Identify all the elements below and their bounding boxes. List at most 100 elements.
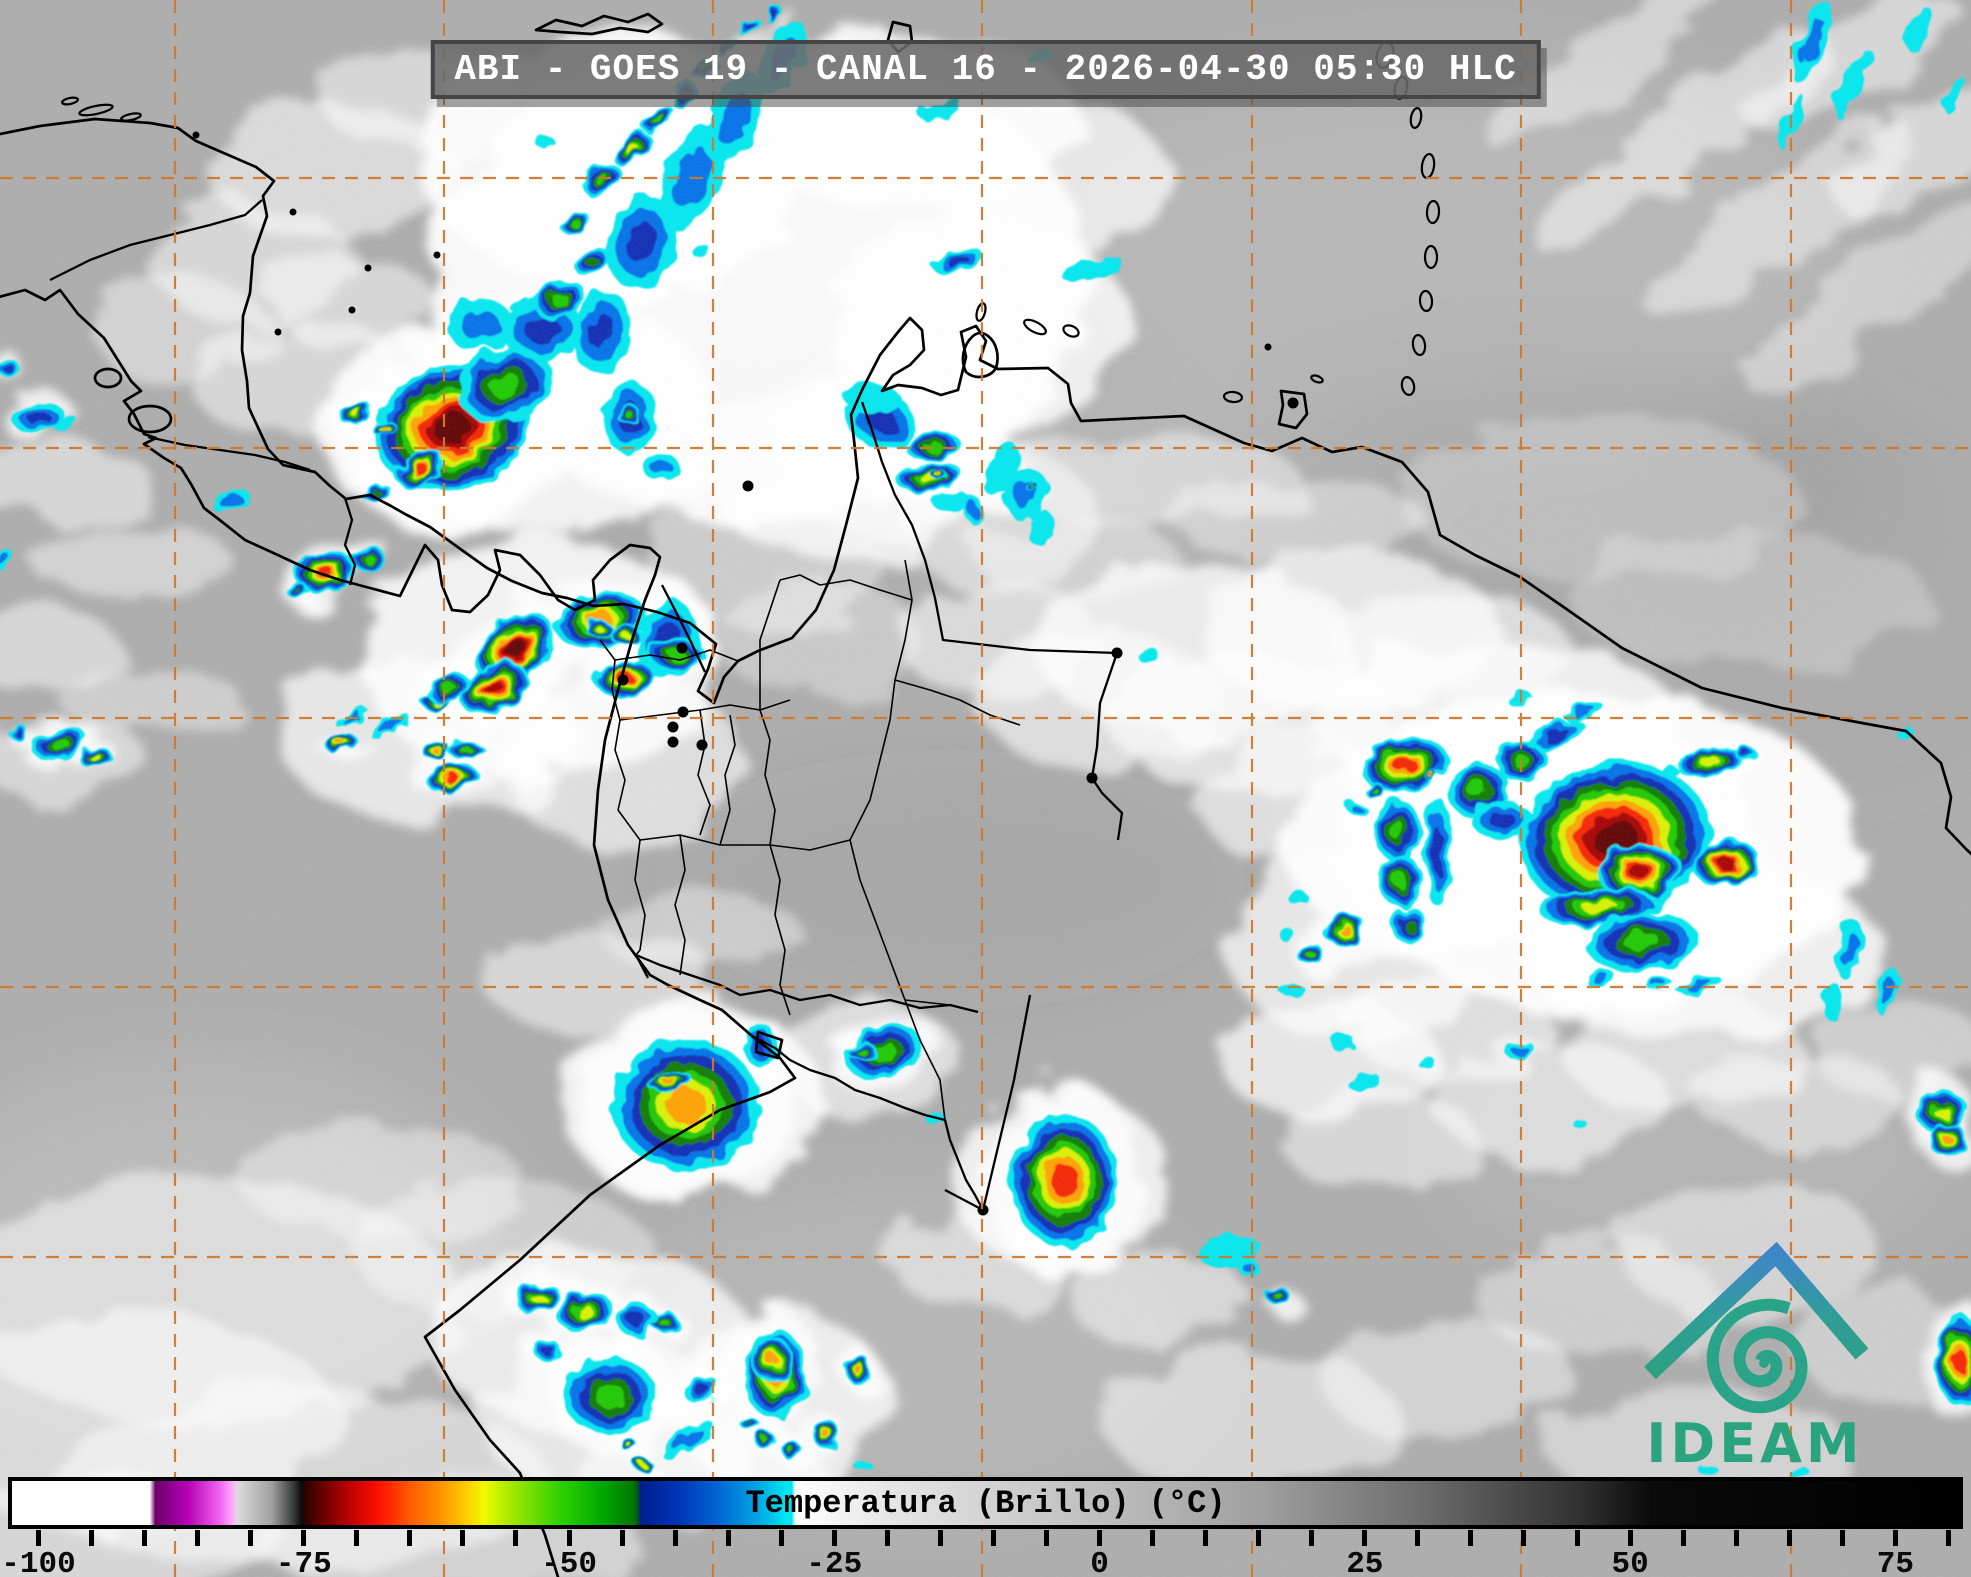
colorbar-tick bbox=[778, 1530, 784, 1546]
spiral-center bbox=[1759, 1358, 1769, 1368]
coastline bbox=[0, 117, 1971, 856]
city-dot bbox=[742, 480, 754, 492]
ideam-logo-text: IDEAM bbox=[1646, 1412, 1863, 1475]
department-border bbox=[674, 834, 686, 976]
country-border-layer bbox=[49, 199, 1124, 1212]
colorbar-title: Temperatura (Brillo) (°C) bbox=[745, 1484, 1226, 1522]
colorbar-tick bbox=[1945, 1530, 1951, 1546]
department-border bbox=[779, 574, 913, 601]
colorbar-tick bbox=[1680, 1530, 1686, 1546]
coastline bbox=[0, 288, 797, 1577]
island-outline bbox=[1310, 374, 1324, 384]
colorbar-tick bbox=[990, 1530, 996, 1546]
department-border bbox=[697, 709, 711, 836]
department-border bbox=[849, 559, 913, 841]
colorbar-tick bbox=[301, 1530, 307, 1546]
small-island-dot bbox=[274, 328, 282, 336]
colorbar-tick-label: 75 bbox=[1876, 1547, 1914, 1577]
city-marker-layer bbox=[617, 397, 1299, 1216]
colorbar-tick bbox=[1203, 1530, 1209, 1546]
colorbar-tick bbox=[1309, 1530, 1315, 1546]
coastline bbox=[1277, 389, 1309, 430]
city-dot bbox=[667, 736, 679, 748]
country-border bbox=[634, 954, 650, 979]
island-outline bbox=[1425, 199, 1441, 225]
department-border bbox=[759, 579, 781, 710]
city-dot bbox=[696, 739, 708, 751]
island-outline bbox=[975, 302, 987, 322]
department-border bbox=[619, 699, 791, 721]
country-border bbox=[944, 1188, 984, 1212]
lake-outline bbox=[93, 367, 123, 389]
coastline bbox=[534, 12, 664, 36]
department-border bbox=[614, 649, 739, 662]
colorbar-tick bbox=[195, 1530, 201, 1546]
ideam-mountain-icon bbox=[1644, 1241, 1869, 1380]
lake-maracaibo-outline bbox=[961, 331, 999, 379]
country-border bbox=[860, 401, 1124, 841]
colorbar-tick bbox=[1892, 1530, 1898, 1546]
colorbar-tick bbox=[831, 1530, 837, 1546]
department-border bbox=[849, 839, 946, 1121]
colorbar-tick bbox=[248, 1530, 254, 1546]
department-border bbox=[719, 714, 736, 846]
department-border bbox=[617, 809, 646, 956]
department-border bbox=[769, 844, 791, 1016]
city-dot bbox=[676, 642, 688, 654]
colorbar-tick bbox=[1786, 1530, 1792, 1546]
island-outline bbox=[1222, 390, 1244, 404]
colorbar-tick bbox=[725, 1530, 731, 1546]
island-outline bbox=[78, 103, 114, 117]
city-dot bbox=[1111, 647, 1123, 659]
colorbar-tick bbox=[1574, 1530, 1580, 1546]
image-title-bar: ABI - GOES 19 - CANAL 16 - 2026-04-30 05… bbox=[430, 40, 1541, 99]
country-border bbox=[49, 199, 263, 282]
coastline-layer bbox=[0, 12, 1971, 1577]
colorbar-tick-label: -100 bbox=[1, 1547, 76, 1577]
lake-outline bbox=[127, 404, 173, 434]
colorbar-tick-label: -25 bbox=[806, 1547, 863, 1577]
colorbar-tick bbox=[1627, 1530, 1633, 1546]
small-island-dot bbox=[364, 264, 372, 272]
island-outline bbox=[1409, 107, 1423, 129]
city-dot bbox=[977, 1204, 989, 1216]
colorbar-tick bbox=[1468, 1530, 1474, 1546]
ideam-hurricane-spiral-icon bbox=[1706, 1298, 1808, 1414]
country-border bbox=[751, 1034, 946, 1122]
colorbar-tick bbox=[1733, 1530, 1739, 1546]
department-border-layer bbox=[599, 559, 1021, 1121]
colorbar-tick bbox=[672, 1530, 678, 1546]
colorbar-tick bbox=[1839, 1530, 1845, 1546]
colorbar-tick bbox=[460, 1530, 466, 1546]
colorbar-tick bbox=[1150, 1530, 1156, 1546]
country-border bbox=[343, 497, 357, 586]
colorbar-tick-label: -75 bbox=[275, 1547, 332, 1577]
island-outline bbox=[1062, 324, 1080, 338]
island-outline bbox=[61, 96, 79, 106]
colorbar-tick-label: -50 bbox=[541, 1547, 597, 1577]
colorbar-tick bbox=[407, 1530, 413, 1546]
island-outline bbox=[1400, 376, 1416, 396]
island-outline bbox=[1023, 318, 1047, 336]
colorbar-tick bbox=[513, 1530, 519, 1546]
image-title-text: ABI - GOES 19 - CANAL 16 - 2026-04-30 05… bbox=[454, 49, 1517, 90]
colorbar-tick bbox=[619, 1530, 625, 1546]
colorbar-tick bbox=[937, 1530, 943, 1546]
colorbar: Temperatura (Brillo) (°C) -100 -75 -50 -25 0… bbox=[0, 1477, 1971, 1577]
colorbar-tick bbox=[354, 1530, 360, 1546]
city-dot bbox=[1287, 397, 1299, 409]
colorbar-tick bbox=[89, 1530, 95, 1546]
colorbar-tick bbox=[142, 1530, 148, 1546]
small-island-dot bbox=[192, 131, 200, 139]
country-border bbox=[943, 1119, 985, 1211]
small-island-dot bbox=[433, 251, 441, 259]
colorbar-tick bbox=[566, 1530, 572, 1546]
city-dot bbox=[617, 674, 629, 686]
colorbar-tick bbox=[1256, 1530, 1262, 1546]
city-dot bbox=[1086, 772, 1098, 784]
small-island-dot bbox=[348, 306, 356, 314]
small-island-dot bbox=[1264, 343, 1272, 351]
department-border bbox=[904, 999, 951, 1006]
